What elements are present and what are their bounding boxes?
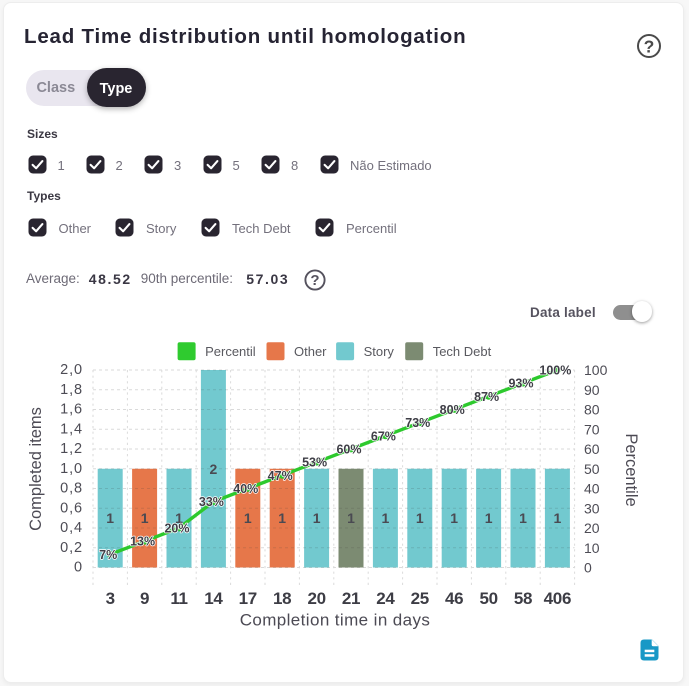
svg-text:33%: 33%	[199, 495, 224, 509]
svg-text:1: 1	[485, 510, 493, 526]
svg-text:100%: 100%	[539, 364, 571, 378]
svg-text:?: ?	[644, 37, 655, 57]
svg-text:1,6: 1,6	[60, 402, 83, 418]
svg-text:9: 9	[140, 589, 149, 608]
svg-text:60: 60	[584, 441, 600, 457]
svg-text:0: 0	[584, 560, 592, 576]
svg-text:1: 1	[382, 510, 390, 526]
svg-text:1: 1	[278, 510, 286, 526]
svg-text:Tech Debt: Tech Debt	[433, 344, 492, 359]
svg-text:100: 100	[584, 362, 608, 378]
svg-text:1: 1	[554, 510, 562, 526]
svg-text:73%: 73%	[405, 416, 430, 430]
svg-text:1,4: 1,4	[60, 421, 83, 437]
svg-text:0,2: 0,2	[60, 540, 83, 556]
svg-text:Percentil: Percentil	[205, 344, 256, 359]
svg-text:406: 406	[544, 589, 571, 608]
svg-text:1: 1	[347, 510, 355, 526]
svg-text:1: 1	[175, 510, 183, 526]
svg-text:18: 18	[273, 589, 291, 608]
svg-text:1: 1	[244, 510, 252, 526]
svg-text:60%: 60%	[336, 443, 361, 457]
svg-text:1: 1	[313, 510, 321, 526]
svg-text:Story: Story	[364, 344, 395, 359]
svg-text:1: 1	[450, 510, 458, 526]
svg-text:0,4: 0,4	[60, 520, 83, 536]
svg-text:67%: 67%	[371, 429, 396, 443]
svg-text:30: 30	[584, 500, 600, 516]
svg-text:17: 17	[239, 589, 257, 608]
svg-text:11: 11	[170, 589, 187, 608]
svg-text:10: 10	[584, 540, 600, 556]
svg-text:1: 1	[519, 510, 527, 526]
svg-text:47%: 47%	[268, 469, 293, 483]
svg-text:46: 46	[445, 589, 463, 608]
svg-text:70: 70	[584, 421, 600, 437]
svg-text:25: 25	[411, 589, 429, 608]
svg-text:21: 21	[342, 589, 360, 608]
svg-text:14: 14	[204, 589, 223, 608]
svg-text:0: 0	[74, 560, 83, 576]
svg-text:13%: 13%	[130, 535, 155, 549]
svg-text:Completion time in days: Completion time in days	[240, 611, 431, 630]
svg-text:?: ?	[310, 272, 319, 289]
svg-text:50: 50	[584, 461, 600, 477]
svg-text:0,6: 0,6	[60, 500, 83, 516]
svg-text:24: 24	[376, 589, 395, 608]
svg-text:80: 80	[584, 402, 600, 418]
svg-text:58: 58	[514, 589, 532, 608]
svg-text:1,8: 1,8	[60, 382, 83, 398]
svg-text:20: 20	[307, 589, 325, 608]
svg-text:90: 90	[584, 382, 600, 398]
svg-text:50: 50	[479, 589, 497, 608]
svg-text:Completed items: Completed items	[27, 407, 45, 531]
svg-text:20%: 20%	[164, 522, 189, 536]
svg-text:53%: 53%	[302, 456, 327, 470]
svg-text:93%: 93%	[508, 377, 533, 391]
svg-text:80%: 80%	[440, 403, 465, 417]
svg-text:2: 2	[210, 461, 218, 477]
svg-text:1: 1	[141, 510, 149, 526]
svg-text:20: 20	[584, 520, 600, 536]
svg-text:0,8: 0,8	[60, 481, 83, 497]
svg-text:1,0: 1,0	[60, 461, 83, 477]
svg-text:1: 1	[106, 510, 114, 526]
svg-text:1: 1	[416, 510, 424, 526]
svg-text:1,2: 1,2	[60, 441, 83, 457]
svg-text:2,0: 2,0	[60, 362, 83, 378]
svg-text:Other: Other	[294, 344, 327, 359]
svg-text:3: 3	[106, 589, 115, 608]
svg-text:87%: 87%	[474, 390, 499, 404]
svg-text:7%: 7%	[99, 548, 117, 562]
svg-text:40: 40	[584, 481, 600, 497]
svg-text:Percentile: Percentile	[622, 433, 640, 506]
svg-text:40%: 40%	[233, 482, 258, 496]
